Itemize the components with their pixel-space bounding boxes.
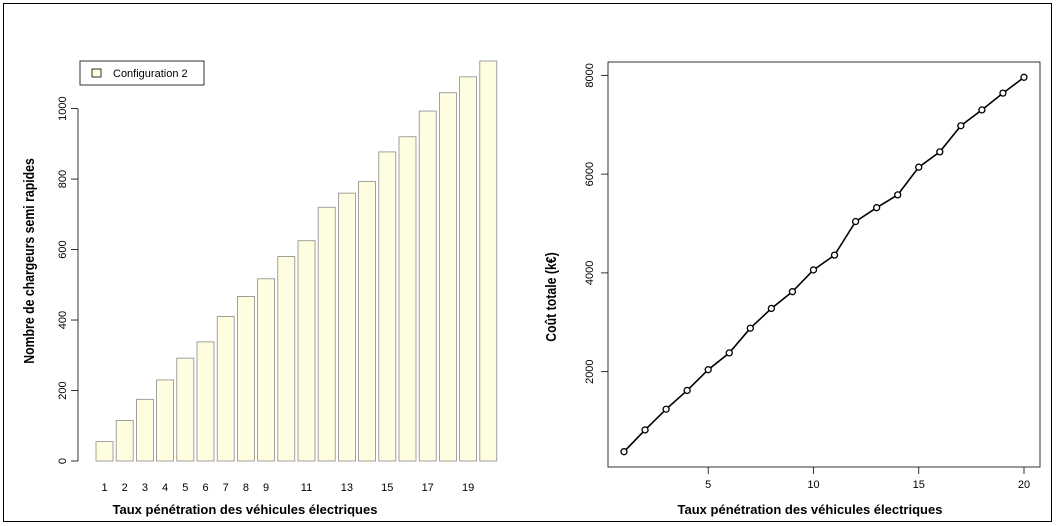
bar-x-tick-label: 6: [202, 482, 208, 494]
line-point: [915, 163, 923, 171]
line-chart: 5 10 15 20 2000 4000 6000 8000 Taux pénétratio…: [543, 61, 1041, 517]
bar-y-axis-title: Nombre de chargeurs semi rapides: [21, 158, 37, 364]
bar-x-tick-label: 19: [462, 482, 474, 494]
line-y-tick-label: 6000: [584, 162, 596, 186]
bar-x-tick-label: 1: [101, 482, 107, 494]
bar: [236, 296, 255, 462]
line-point: [662, 405, 670, 413]
bar: [418, 110, 437, 462]
line-point: [809, 266, 818, 274]
line-point: [683, 386, 691, 395]
bar: [317, 206, 336, 462]
bar-y-axis: 0 200 400 600 800 1000: [57, 96, 79, 464]
line-point: [830, 251, 839, 259]
line-point: [767, 304, 776, 313]
line-path: [623, 76, 1025, 453]
line-point: [872, 204, 881, 212]
bar-x-tick-label: 4: [162, 482, 168, 494]
bar: [156, 379, 175, 462]
line-point: [641, 426, 649, 434]
bar-x-tick-label: 2: [122, 482, 128, 494]
line-y-tick-label: 2000: [584, 359, 596, 383]
line-y-axis: 2000 4000 6000 8000: [584, 63, 608, 384]
bar-x-tick-label: 5: [182, 482, 188, 494]
line-x-tick-label: 10: [807, 479, 819, 491]
bar: [135, 398, 154, 462]
bar-x-tick-label: 9: [263, 482, 269, 494]
line-x-axis: 5 10 15 20: [705, 467, 1030, 491]
line-point: [999, 89, 1007, 97]
line-point: [957, 122, 965, 130]
bar-x-tick-label: 7: [223, 482, 229, 494]
bar: [479, 60, 498, 462]
line-point: [704, 366, 712, 374]
line-x-tick-label: 15: [913, 479, 925, 491]
line-point: [788, 288, 797, 296]
bar: [297, 240, 316, 462]
line-point: [851, 217, 860, 226]
bar: [459, 76, 478, 462]
bar: [176, 357, 195, 462]
line-plot-box: [607, 61, 1041, 468]
bar-y-tick-label: 0: [57, 458, 69, 464]
line-x-axis-title: Taux pénétration des véhicules électriqu…: [678, 502, 943, 517]
bar: [216, 316, 235, 462]
bar-y-tick-label: 800: [57, 170, 69, 188]
bar-x-tick-label: 3: [142, 482, 148, 494]
bar-x-tick-label: 15: [381, 482, 393, 494]
bar-x-tick-label: 8: [243, 482, 249, 494]
bar-y-tick-label: 200: [57, 381, 69, 399]
line-x-tick-label: 20: [1018, 479, 1030, 491]
bar: [398, 136, 417, 462]
bar-y-tick-label: 1000: [57, 96, 69, 120]
line-point: [1020, 73, 1028, 81]
line-point: [936, 148, 944, 156]
bar: [196, 341, 215, 462]
line-x-tick-label: 5: [705, 479, 711, 491]
line-point: [978, 106, 986, 114]
legend: Configuration 2: [79, 60, 205, 86]
line-point: [746, 324, 754, 332]
line-series: [620, 73, 1028, 456]
bar-chart: 1 2 3 4 5 6 7 8 9 11 13 15 17 19 0 200 400 600 800 1000 Ta…: [21, 60, 498, 517]
line-point: [620, 448, 628, 456]
bar: [378, 151, 397, 462]
bar-series: [95, 60, 498, 462]
bar-x-tick-labels: 1 2 3 4 5 6 7 8 9 11 13 15 17 19: [101, 482, 474, 494]
bar: [358, 181, 377, 462]
bar: [438, 92, 457, 462]
bar-x-tick-label: 11: [301, 482, 312, 494]
bar: [277, 256, 296, 462]
line-point: [894, 191, 902, 199]
line-point: [725, 349, 733, 357]
line-y-axis-title: Coût totale (k€): [543, 252, 559, 341]
bar: [115, 420, 134, 462]
bar-y-tick-label: 600: [57, 240, 69, 258]
bar: [95, 441, 114, 462]
legend-swatch: [91, 68, 102, 78]
line-y-tick-label: 8000: [584, 63, 596, 87]
bar-x-axis-title: Taux pénétration des véhicules électriqu…: [113, 502, 378, 517]
legend-label: Configuration 2: [113, 68, 188, 80]
bar-x-tick-label: 17: [422, 482, 434, 494]
line-y-tick-label: 4000: [584, 261, 596, 285]
bar-x-tick-label: 13: [341, 482, 353, 494]
bar-y-tick-label: 400: [57, 311, 69, 329]
bar: [257, 278, 276, 462]
bar: [337, 192, 356, 462]
